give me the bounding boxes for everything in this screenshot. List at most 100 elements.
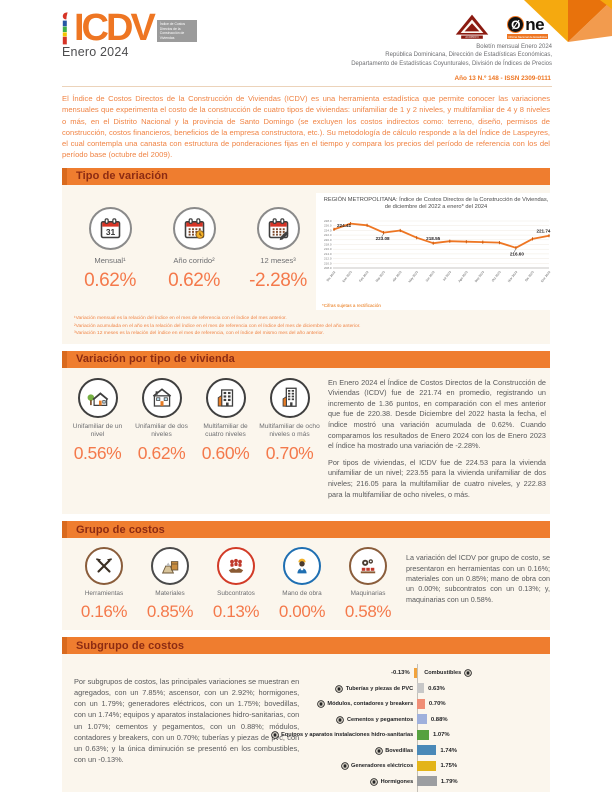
- metric-labor: Mano de obra 0.00%: [270, 547, 334, 622]
- bar-value-label: 0.70%: [428, 701, 446, 708]
- bar-category-text: Bovedillas: [385, 747, 414, 754]
- svg-text:220.0: 220.0: [324, 238, 332, 242]
- acoprovi-logo-icon: ACOPROVI: [453, 13, 491, 39]
- section-subgrupo-costos: Subgrupo de costos Por subgrupos de cost…: [62, 637, 550, 792]
- metric-tools: Herramientas 0.16%: [72, 547, 136, 622]
- section-tipo-vivienda: Variación por tipo de vivienda Unifamili…: [62, 350, 550, 515]
- bar-category-text: Equipos y aparatos instalaciones hidro-s…: [281, 732, 414, 739]
- metric-label: Unifamiliar de un nivel: [72, 422, 123, 438]
- footnote: ²Variación acumulada en el año es la rel…: [74, 323, 361, 329]
- svg-text:212.0: 212.0: [324, 257, 332, 261]
- bar-value-label: 1.79%: [440, 778, 458, 785]
- metric-label: Herramientas: [84, 590, 124, 598]
- variation-metrics: 31 Mensual¹ 0.62% Año corrido² 0.62% 12 meses…: [72, 193, 316, 310]
- edition-date: Enero 2024: [62, 45, 129, 59]
- svg-text:Ene 2024: Ene 2024: [540, 270, 551, 283]
- icdv-tagline: Índice de Costos Directos de la Construc…: [156, 20, 197, 42]
- bar-cement: [417, 714, 427, 725]
- bar-category-text: Generadores eléctricos: [351, 763, 414, 770]
- corner-triangles-decoration: [512, 0, 612, 44]
- variation-footnotes: ¹Variación mensual es la relación del ín…: [62, 311, 550, 344]
- bar-bovedilla: [417, 745, 437, 756]
- hydro-sanitary-icon: [270, 731, 279, 739]
- materials-badge: [151, 547, 189, 586]
- bar-row-pvc-pipes: Tuberías y piezas de PVC 0.63%: [305, 681, 555, 697]
- bar-fuel-pump: [413, 667, 418, 678]
- house-one-level-badge: [77, 377, 118, 418]
- bar-category-label: Bovedillas: [374, 746, 414, 755]
- bar-category-label: Módulos, contadores y breakers: [317, 700, 413, 709]
- subgroup-text: Por subgrupos de costos, las principales…: [74, 677, 300, 764]
- metric-label: Materiales: [155, 590, 185, 598]
- bar-hydro-sanitary: [417, 729, 429, 740]
- header-right: ACOPROVI Ø ne Oficina Nacional de Estadí…: [351, 12, 552, 82]
- one-circle-icon: Ø: [507, 16, 525, 33]
- generator-icon: [340, 762, 349, 770]
- metric-label: Subcontratos: [217, 590, 255, 598]
- bar-row-generator: Generadores eléctricos 1.75%: [305, 758, 555, 774]
- bar-row-hydro-sanitary: Equipos y aparatos instalaciones hidro-s…: [270, 727, 555, 743]
- metric-value: 0.85%: [146, 602, 194, 622]
- svg-text:Oct 2023: Oct 2023: [491, 270, 502, 283]
- metric-value: 0.62%: [168, 270, 220, 292]
- metric-house-one-level: Unifamiliar de un nivel 0.56%: [66, 377, 129, 506]
- bar-category-text: Módulos, contadores y breakers: [327, 701, 414, 708]
- bar-generator: [417, 760, 437, 771]
- housing-analysis-text: En Enero 2024 el Índice de Costos Direct…: [328, 378, 550, 506]
- svg-text:Sep 2023: Sep 2023: [474, 270, 485, 283]
- metric-calendar-clock: Año corrido² 0.62%: [156, 206, 232, 310]
- icdv-logo-block: ICDV Índice de Costos Directos de la Con…: [62, 9, 197, 59]
- calendar-clock-icon: [181, 215, 208, 242]
- calendar-31-badge: 31: [88, 206, 132, 250]
- metric-value: -2.28%: [249, 270, 307, 292]
- metric-value: 0.60%: [201, 443, 250, 464]
- building-four-levels-icon: [213, 385, 239, 411]
- header: ICDV Índice de Costos Directos de la Con…: [0, 0, 612, 82]
- breakers-icon: [317, 700, 325, 708]
- machinery-icon: [356, 554, 380, 578]
- metric-label: Maquinarias: [350, 590, 386, 598]
- building-four-levels-badge: [205, 377, 246, 418]
- bulletin-line: Boletín mensual Enero 2024: [476, 44, 552, 50]
- section-title: Subgrupo de costos: [76, 639, 185, 652]
- metric-label: Mensual¹: [94, 255, 126, 265]
- bar-category-label: Tuberías y piezas de PVC: [335, 684, 413, 693]
- house-one-level-icon: [85, 385, 111, 411]
- metric-value: 0.16%: [80, 602, 128, 622]
- svg-text:208.0: 208.0: [324, 266, 332, 270]
- calendar-pencil-icon: [265, 215, 292, 242]
- svg-text:218.55: 218.55: [426, 236, 440, 241]
- svg-text:May 2023: May 2023: [407, 270, 419, 283]
- metric-label: 12 meses³: [260, 255, 296, 265]
- section-title: Grupo de costos: [76, 523, 165, 536]
- house-two-levels-badge: [141, 377, 182, 418]
- svg-text:218.0: 218.0: [324, 242, 332, 246]
- intro-paragraph: El Índice de Costos Directos de la Const…: [62, 94, 550, 160]
- svg-text:216.60: 216.60: [510, 251, 524, 256]
- bar-category-text: Tuberías y piezas de PVC: [345, 685, 414, 692]
- metric-machinery: Maquinarias 0.58%: [336, 547, 400, 622]
- header-divider: [62, 86, 552, 88]
- bar-value-label: -0.13%: [391, 670, 410, 677]
- tools-icon: [92, 554, 116, 578]
- bar-breakers: [417, 698, 425, 709]
- one-logo: Ø ne Oficina Nacional de Estadística: [507, 16, 548, 39]
- line-chart-panel: REGIÓN METROPOLITANA: Índice de Costos D…: [316, 192, 556, 310]
- cement-icon: [336, 715, 345, 724]
- metric-label: Multifamiliar de ocho niveles o más: [259, 422, 320, 438]
- bar-row-breakers: Módulos, contadores y breakers 0.70%: [305, 696, 555, 712]
- labor-badge: [283, 547, 321, 586]
- icdv-line-chart: 208.0 210.0 212.0 214.0 216.0 218.0 220.0 222.0…: [318, 212, 554, 302]
- bar-pvc-pipes: [417, 683, 425, 694]
- svg-text:228.0: 228.0: [324, 219, 332, 223]
- housing-type-metrics: Unifamiliar de un nivel 0.56% Unifamiliar …: [66, 377, 322, 506]
- footnote: ³Variación 12 meses es la relación del í…: [74, 331, 325, 337]
- metric-building-four-levels: Multifamiliar de cuatro niveles 0.60%: [194, 377, 257, 506]
- svg-text:216.0: 216.0: [324, 247, 332, 251]
- svg-text:Nov 2023: Nov 2023: [507, 270, 518, 283]
- svg-text:Abr 2023: Abr 2023: [392, 270, 403, 283]
- building-eight-levels-badge: [269, 377, 310, 418]
- metric-materials: Materiales 0.85%: [138, 547, 202, 622]
- bar-row-cement: Cementos y pegamentos 0.88%: [305, 712, 555, 728]
